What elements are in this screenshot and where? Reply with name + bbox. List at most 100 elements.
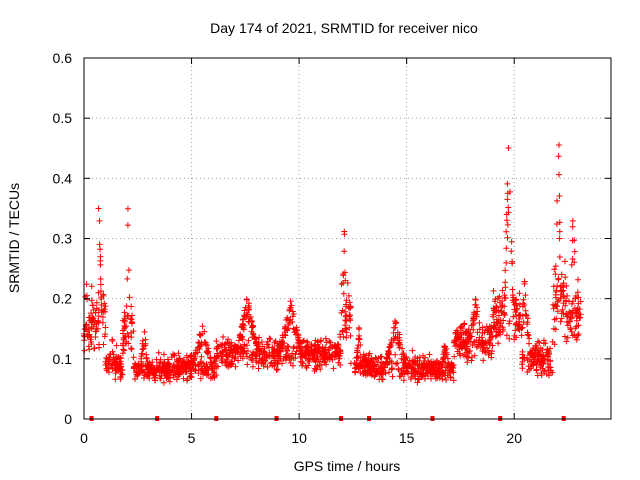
data-point [282, 323, 289, 330]
data-point [518, 325, 525, 332]
y-tick-label: 0.2 [53, 291, 73, 307]
data-point [124, 330, 131, 337]
data-point [540, 368, 547, 375]
data-point [569, 311, 576, 318]
data-point [353, 355, 360, 362]
data-point [474, 329, 481, 336]
data-point [219, 341, 226, 348]
data-point [138, 367, 145, 374]
data-point [237, 343, 244, 350]
data-point [454, 348, 461, 355]
data-point [343, 334, 350, 341]
data-point [370, 356, 377, 363]
data-point [335, 353, 342, 360]
data-point [552, 263, 559, 270]
data-point [109, 365, 116, 372]
data-point [183, 352, 190, 359]
data-point [88, 297, 95, 304]
data-point [196, 346, 203, 353]
data-point [97, 276, 104, 283]
data-point [467, 338, 474, 345]
data-point [207, 359, 214, 366]
y-tick-label: 0 [64, 411, 72, 427]
data-point [127, 345, 134, 352]
data-point [205, 371, 212, 378]
data-point [476, 326, 483, 333]
data-point [144, 373, 151, 380]
data-point [232, 345, 239, 352]
data-point [536, 339, 543, 346]
data-point [131, 376, 138, 383]
data-point [553, 315, 560, 322]
data-point [239, 316, 246, 323]
data-point [417, 367, 424, 374]
data-point [505, 144, 512, 151]
data-point [423, 365, 430, 372]
data-point [356, 362, 363, 369]
data-point [198, 366, 205, 373]
data-point [563, 338, 570, 345]
data-point [93, 299, 100, 306]
data-point [133, 369, 140, 376]
data-point [447, 373, 454, 380]
data-point [451, 337, 458, 344]
data-point [359, 356, 366, 363]
data-point [112, 370, 119, 377]
y-tick-label: 0.6 [53, 50, 73, 66]
data-point [522, 311, 529, 318]
y-tick-labels: 0 0.1 0.2 0.3 0.4 0.5 0.6 [53, 50, 73, 427]
data-point [335, 359, 342, 366]
data-point [336, 348, 343, 355]
data-point [400, 377, 407, 384]
data-point [217, 350, 224, 357]
data-point [324, 354, 331, 361]
data-point [244, 353, 251, 360]
data-point [506, 335, 513, 342]
data-point [542, 340, 549, 347]
data-point [220, 333, 227, 340]
data-point [506, 318, 513, 325]
data-point [367, 369, 374, 376]
data-point [416, 376, 423, 383]
data-point [492, 333, 499, 340]
data-point [396, 331, 403, 338]
data-point [319, 344, 326, 351]
data-point [393, 361, 400, 368]
data-point [445, 369, 452, 376]
data-point [558, 310, 565, 317]
data-point [481, 348, 488, 355]
data-point [412, 359, 419, 366]
data-point [269, 344, 276, 351]
data-point [253, 359, 260, 366]
data-point [370, 363, 377, 370]
data-point [394, 360, 401, 367]
data-point [501, 303, 508, 310]
data-point [395, 340, 402, 347]
data-point [295, 340, 302, 347]
data-point [285, 343, 292, 350]
data-point [471, 352, 478, 359]
data-point [497, 331, 504, 338]
data-point [88, 338, 95, 345]
data-point [482, 327, 489, 334]
data-point [520, 319, 527, 326]
data-point [504, 196, 511, 203]
data-point [520, 300, 527, 307]
data-point [379, 367, 386, 374]
data-point [476, 334, 483, 341]
data-point [322, 349, 329, 356]
data-point [207, 354, 214, 361]
data-point [489, 348, 496, 355]
data-point [264, 364, 271, 371]
data-point [245, 337, 252, 344]
data-point [543, 349, 550, 356]
data-point [519, 348, 526, 355]
data-point [114, 361, 121, 368]
data-point [352, 368, 359, 375]
data-point [556, 228, 563, 235]
data-point [497, 320, 504, 327]
data-point [407, 376, 414, 383]
data-point [179, 363, 186, 370]
data-point [275, 357, 282, 364]
data-point [554, 197, 561, 204]
